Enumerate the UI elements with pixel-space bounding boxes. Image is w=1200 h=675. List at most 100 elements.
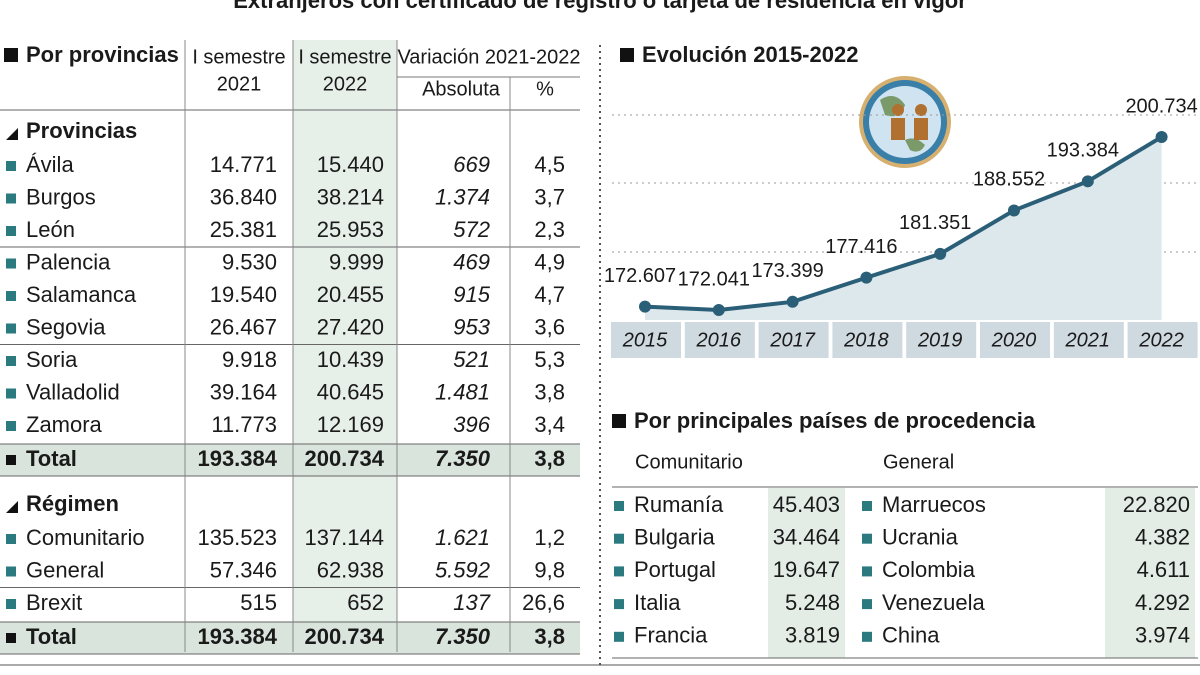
cell: 12.169: [317, 412, 384, 437]
value-label: 172.607: [604, 265, 676, 287]
bullet: [862, 501, 872, 511]
x-tick-label: 2016: [696, 329, 742, 351]
country: Venezuela: [882, 590, 986, 615]
column-shade: [293, 40, 397, 652]
row-label: Burgos: [26, 184, 96, 209]
cell: 4,7: [534, 282, 565, 307]
x-band: [611, 322, 681, 358]
x-band: [906, 322, 977, 358]
cell: 3,4: [534, 412, 565, 437]
page-title: Extranjeros con certificado de registro …: [233, 0, 967, 13]
cell: 1.621: [435, 525, 490, 550]
group-label: General: [883, 451, 954, 473]
row-label: Valladolid: [26, 379, 120, 404]
total-label: Total: [26, 446, 77, 471]
country-value: 4.382: [1135, 525, 1190, 550]
cell: 57.346: [210, 557, 277, 582]
row-label: León: [26, 217, 75, 242]
x-tick-label: 2020: [991, 329, 1037, 351]
cell: 1,2: [534, 525, 565, 550]
country: Bulgaria: [634, 525, 715, 550]
column-header: I semestre: [298, 46, 391, 68]
bullet: [6, 599, 16, 609]
cell: 1.374: [435, 184, 490, 209]
bullet: [6, 323, 16, 334]
cell: 137.144: [304, 525, 384, 550]
point: [860, 271, 873, 284]
row-label: Palencia: [26, 249, 111, 274]
bullet: [614, 501, 624, 511]
cell: 9.530: [222, 249, 277, 274]
cell: 26,6: [522, 590, 565, 615]
x-band: [758, 322, 829, 358]
cell: 396: [453, 412, 490, 437]
bullet: [6, 258, 16, 269]
bullet: [6, 226, 16, 236]
cell: 9.999: [329, 249, 384, 274]
country: Francia: [634, 623, 708, 648]
value-label: 177.416: [825, 236, 897, 258]
bullet: [6, 291, 16, 301]
table-title: Por provincias: [26, 42, 179, 67]
point: [786, 295, 799, 308]
bullet: [6, 566, 16, 577]
cell: 39.164: [210, 379, 277, 404]
cell: 3,7: [534, 184, 565, 209]
x-tick-label: 2021: [1065, 329, 1111, 351]
country-value: 22.820: [1123, 492, 1190, 517]
country-value: 4.611: [1137, 557, 1190, 582]
country: Portugal: [634, 557, 716, 582]
x-band: [684, 322, 755, 358]
total-cell: 193.384: [197, 624, 277, 649]
x-tick-label: 2017: [769, 329, 815, 351]
point: [1081, 175, 1094, 188]
country-value: 34.464: [773, 525, 840, 550]
point: [712, 304, 725, 316]
point: [1008, 204, 1020, 217]
cell: 20.455: [317, 282, 384, 307]
cell: 25.953: [317, 217, 384, 242]
total-cell: 7.350: [435, 624, 491, 649]
point: [934, 247, 947, 260]
cell: 572: [453, 217, 490, 242]
bullet: [6, 193, 16, 204]
bullet: [614, 631, 624, 642]
column-header: Absoluta: [422, 78, 501, 100]
country-value: 4.292: [1135, 590, 1190, 615]
cell: 36.840: [210, 184, 277, 209]
country: Ucrania: [882, 525, 959, 550]
point: [639, 300, 651, 313]
x-tick-label: 2018: [843, 329, 889, 351]
cell: 26.467: [210, 314, 277, 339]
country: Colombia: [882, 557, 976, 582]
total-cell: 200.734: [304, 446, 384, 471]
bullet: [6, 161, 16, 171]
bullet: [6, 388, 16, 399]
cell: 15.440: [317, 152, 384, 177]
cell: 11.773: [211, 412, 277, 437]
cell: 135.523: [197, 525, 277, 550]
cell: 14.771: [210, 152, 277, 177]
x-tick-label: 2019: [917, 329, 963, 351]
cell: 62.938: [317, 557, 384, 582]
bullet: [862, 566, 872, 577]
total-cell: 3,8: [534, 446, 565, 471]
bullet: [6, 534, 16, 544]
country: China: [882, 623, 940, 648]
bullet: [862, 533, 872, 544]
bullet: [862, 631, 872, 642]
cell: 521: [453, 347, 490, 372]
x-band: [832, 322, 903, 358]
total-band: [0, 622, 580, 654]
cell: 4,9: [534, 249, 565, 274]
cell: 27.420: [317, 314, 384, 339]
country: Rumanía: [634, 492, 724, 517]
row-label: Salamanca: [26, 282, 137, 307]
row-label: Ávila: [26, 152, 74, 177]
cell: 915: [453, 282, 490, 307]
bullet: [6, 421, 16, 431]
column-header: %: [536, 78, 554, 100]
country: Italia: [634, 590, 681, 615]
section-title: Provincias: [26, 118, 137, 143]
